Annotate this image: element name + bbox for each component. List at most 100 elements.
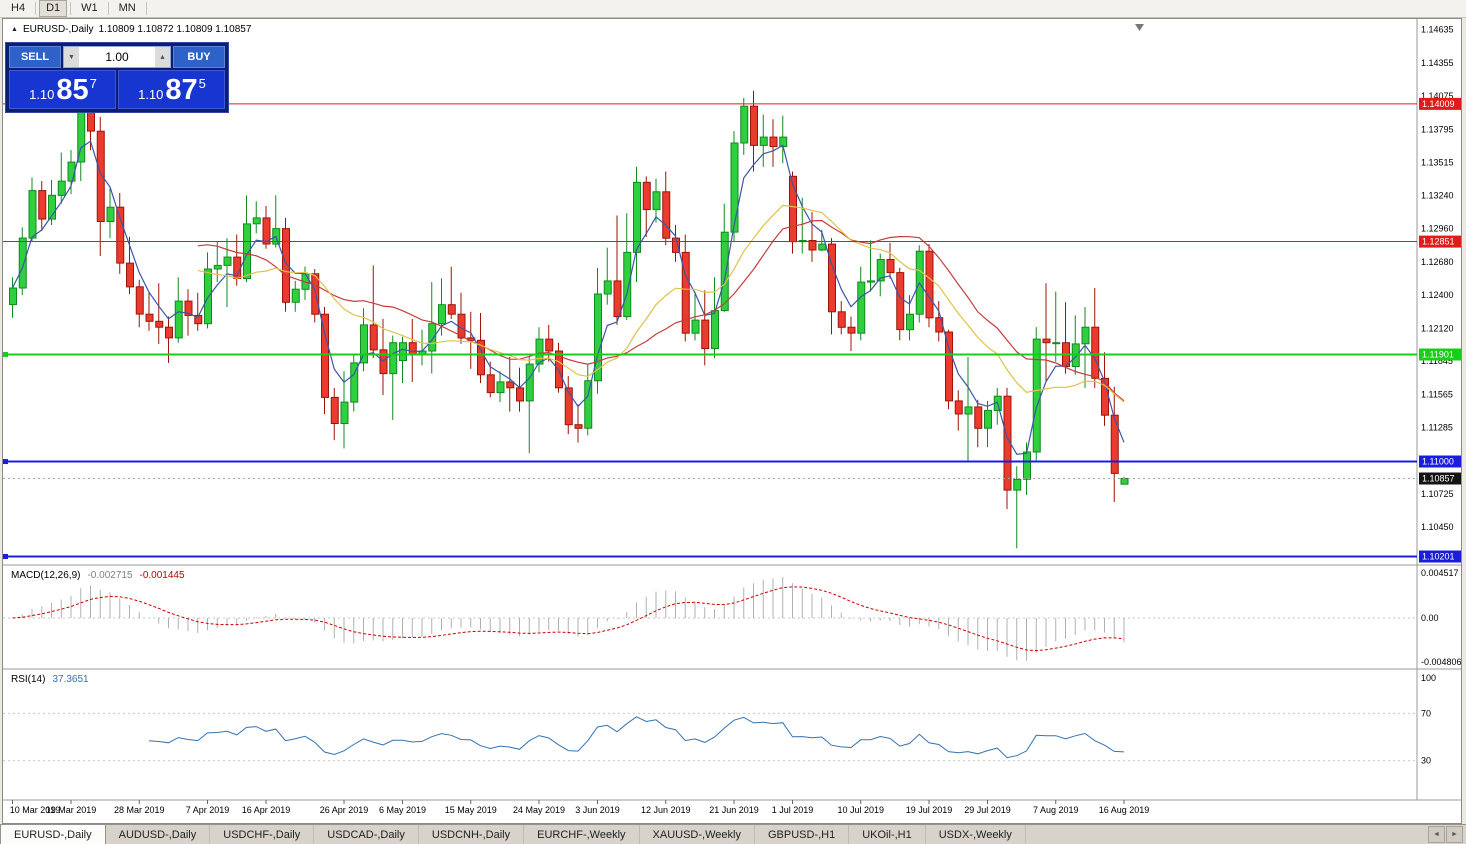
candle: [174, 300, 183, 339]
horizontal-level-lines[interactable]: [3, 103, 1417, 560]
candle: [594, 293, 602, 382]
tab-scroll-right-icon[interactable]: ►: [1446, 826, 1463, 843]
date-label: 19 Mar 2019: [46, 805, 97, 815]
price-chart[interactable]: 1.14635 1.14355 1.14075 1.13795 1.13515 1.132…: [3, 19, 1461, 823]
timeframe-w1[interactable]: W1: [81, 2, 98, 14]
candle: [223, 256, 232, 266]
date-label: 15 May 2019: [445, 805, 497, 815]
candle: [886, 259, 895, 274]
candle: [67, 161, 76, 182]
price-axis-label: 1.10450: [1421, 522, 1454, 532]
candle: [613, 280, 622, 318]
price-axis-label: 1.11565: [1421, 389, 1453, 399]
candle: [906, 313, 914, 331]
candle: [486, 374, 495, 394]
candle: [57, 180, 66, 196]
symbol-marker-icon: ▲: [11, 26, 18, 33]
price-badge: 1.12851: [1419, 235, 1461, 248]
rsi-axis-label: 70: [1421, 708, 1431, 718]
timeframe-mn[interactable]: MN: [118, 2, 136, 14]
tab-eurusd-daily[interactable]: EURUSD-,Daily: [0, 825, 106, 844]
price-axis-label: 1.13240: [1421, 190, 1454, 200]
candle: [506, 381, 515, 389]
candle: [360, 324, 368, 364]
tab-scroll-nav: ◄ ►: [1428, 825, 1466, 844]
candle: [867, 280, 875, 283]
candle: [1052, 342, 1061, 345]
date-label: 10 Jul 2019: [837, 805, 884, 815]
toolbar-separator: [107, 2, 109, 15]
tab-usdcad-daily[interactable]: USDCAD-,Daily: [314, 825, 419, 844]
rsi-name: RSI(14): [11, 674, 46, 685]
candle: [857, 281, 866, 334]
candle: [545, 338, 554, 352]
volume-increase-icon[interactable]: ▲: [155, 47, 170, 67]
sell-price-display[interactable]: 1.10 85 7: [9, 70, 116, 109]
candle: [243, 223, 251, 280]
sell-button[interactable]: SELL: [9, 46, 61, 68]
timeframe-d1[interactable]: D1: [39, 0, 68, 17]
tab-eurchf-weekly[interactable]: EURCHF-,Weekly: [524, 825, 640, 844]
svg-text:1.11901: 1.11901: [1422, 350, 1454, 360]
candle: [623, 251, 632, 318]
macd-axis-label: 0.00: [1421, 613, 1439, 623]
candle: [720, 231, 729, 312]
tab-usdcnh-daily[interactable]: USDCNH-,Daily: [419, 825, 525, 844]
candle: [662, 191, 671, 239]
svg-text:1.10857: 1.10857: [1422, 474, 1455, 484]
tab-gbpusd-h1[interactable]: GBPUSD-,H1: [755, 825, 850, 844]
candlesticks: [9, 47, 1129, 549]
buy-price-sup: 5: [198, 76, 206, 91]
date-label: 24 May 2019: [513, 805, 565, 815]
tab-ukoil-h1[interactable]: UKOil-,H1: [849, 825, 926, 844]
candle: [1032, 338, 1041, 453]
candle: [38, 190, 47, 220]
tab-audusd-daily[interactable]: AUDUSD-,Daily: [106, 825, 211, 844]
candle: [516, 387, 524, 402]
candle: [740, 105, 749, 144]
buy-button[interactable]: BUY: [173, 46, 225, 68]
tab-usdx-weekly[interactable]: USDX-,Weekly: [926, 825, 1026, 844]
price-axis-label: 1.11285: [1421, 423, 1453, 433]
candle: [18, 237, 27, 289]
volume-decrease-icon[interactable]: ▼: [64, 47, 79, 67]
macd-main-value: -0.002715: [87, 570, 133, 581]
volume-field[interactable]: ▼ 1.00 ▲: [63, 46, 171, 68]
chart-tabs-bar: EURUSD-,Daily AUDUSD-,Daily USDCHF-,Daily U…: [0, 824, 1466, 844]
candle: [145, 313, 154, 322]
chart-window: 1.14635 1.14355 1.14075 1.13795 1.13515 1.132…: [2, 18, 1462, 824]
timeframe-h4[interactable]: H4: [11, 2, 26, 14]
chart-shift-marker-icon: [1135, 24, 1144, 31]
candle: [369, 324, 378, 351]
candle: [1120, 478, 1129, 485]
macd-signal-value: -0.001445: [139, 570, 185, 581]
candle: [964, 406, 973, 415]
price-badge: 1.10201: [1419, 550, 1461, 563]
candle: [652, 191, 661, 211]
buy-price-big: 87: [165, 74, 198, 106]
tab-usdchf-daily[interactable]: USDCHF-,Daily: [210, 825, 315, 844]
price-axis-label: 1.14355: [1421, 58, 1454, 68]
volume-value[interactable]: 1.00: [105, 50, 129, 64]
rsi-value: 37.3651: [52, 674, 89, 685]
rsi-axis-label: 30: [1421, 756, 1431, 766]
candle: [730, 142, 739, 233]
tab-xauusd-weekly[interactable]: XAUUSD-,Weekly: [640, 825, 755, 844]
price-axis-label: 1.12120: [1421, 323, 1454, 333]
date-label: 29 Jul 2019: [964, 805, 1011, 815]
price-axis-label: 1.14635: [1421, 25, 1454, 35]
quote-line: ▲ EURUSD-,Daily 1.10809 1.10872 1.10809 …: [11, 24, 251, 35]
date-label: 3 Jun 2019: [575, 805, 620, 815]
candle: [496, 381, 505, 394]
price-badge: 1.11901: [1419, 348, 1461, 361]
candle: [711, 310, 719, 350]
candle: [9, 287, 17, 306]
buy-price-display[interactable]: 1.10 87 5: [118, 70, 225, 109]
tab-scroll-left-icon[interactable]: ◄: [1428, 826, 1445, 843]
toolbar-separator: [35, 2, 37, 15]
candle: [847, 326, 856, 334]
macd-indicator-label: MACD(12,26,9) -0.002715 -0.001445: [11, 570, 185, 581]
candle: [555, 350, 563, 389]
candle: [584, 380, 593, 429]
candle: [945, 331, 953, 402]
